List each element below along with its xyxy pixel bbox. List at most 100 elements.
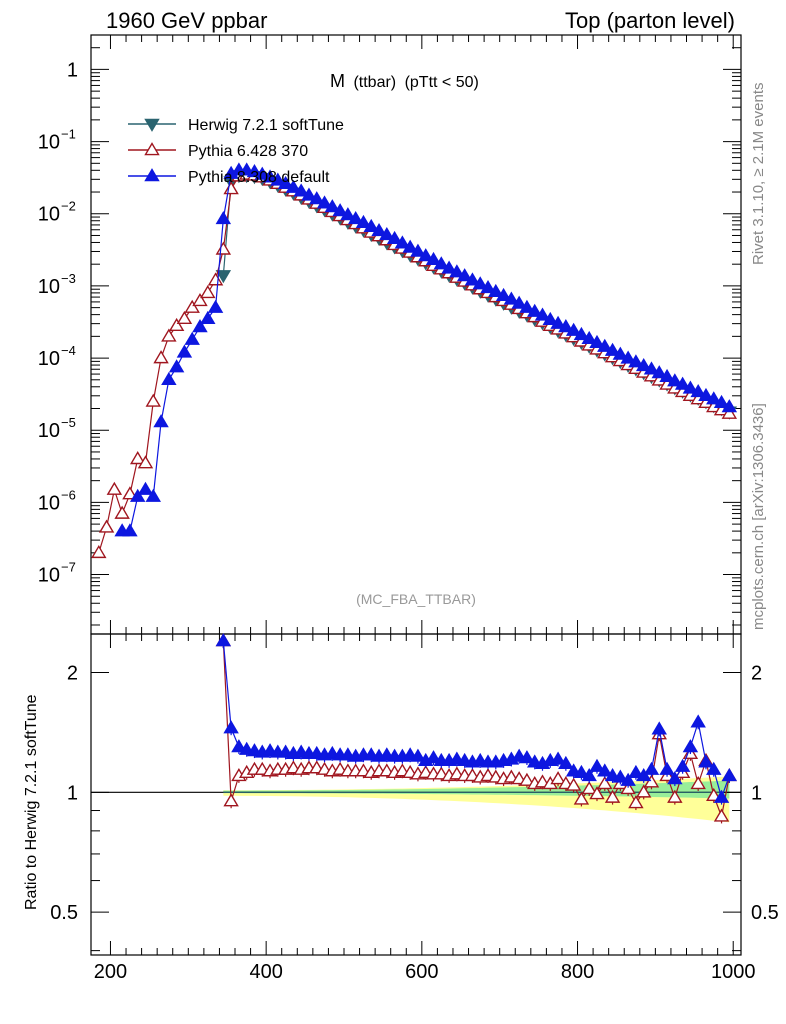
observable-title: M (ttbar) (pTtt < 50) (330, 71, 479, 91)
data-point (597, 338, 613, 352)
data-point (667, 373, 683, 387)
data-point (550, 315, 566, 329)
y-tick-label: 10 (38, 492, 60, 514)
data-point (620, 781, 636, 795)
y-tick-label: 10 (38, 565, 60, 587)
data-point (355, 214, 372, 229)
data-point (153, 350, 169, 364)
data-point (246, 164, 263, 178)
right-title: Top (parton level) (565, 8, 735, 33)
data-point (145, 488, 161, 502)
data-point (410, 748, 426, 762)
data-point (122, 486, 138, 500)
data-point (192, 319, 208, 333)
observable-sub: (ttbar) (353, 74, 396, 91)
x-tick-label: 200 (94, 961, 127, 983)
data-point (573, 764, 590, 778)
data-point (519, 299, 535, 313)
data-point (558, 319, 574, 333)
data-point (91, 544, 107, 559)
series-line (122, 169, 730, 532)
data-point (620, 350, 636, 364)
y-tick-label: 10 (38, 132, 60, 154)
ratio-y-tick-label: 0.5 (751, 902, 779, 924)
y-tick-label: 10 (38, 204, 60, 226)
data-point (262, 169, 278, 183)
y-tick-label: 10 (38, 276, 60, 298)
data-point (604, 789, 621, 803)
data-point (456, 268, 473, 282)
data-point (129, 451, 146, 465)
data-point (106, 481, 123, 495)
data-point (597, 763, 613, 777)
y-tick-exponent: −6 (61, 487, 76, 502)
data-point (534, 307, 551, 321)
y-tick-label: 10 (38, 348, 60, 370)
data-point (698, 387, 714, 402)
legend-entry: Herwig 7.2.1 softTune (188, 117, 344, 134)
data-point (573, 791, 590, 805)
y-tick-exponent: −2 (61, 199, 76, 214)
data-point (604, 342, 621, 356)
data-point (667, 789, 683, 803)
ratio-y-tick-label: 2 (751, 663, 762, 685)
data-point (495, 287, 512, 302)
data-point (215, 270, 232, 284)
data-point (690, 776, 706, 790)
data-point (581, 767, 597, 782)
data-point (589, 786, 605, 800)
data-point (122, 523, 138, 537)
data-point (519, 772, 535, 786)
y-tick-exponent: −3 (61, 271, 76, 286)
data-point (363, 218, 379, 233)
analysis-tag: (MC_FBA_TTBAR) (356, 591, 476, 607)
data-point (659, 761, 675, 775)
data-point (706, 761, 722, 775)
y-tick-exponent: −4 (61, 343, 76, 358)
data-point (635, 784, 652, 798)
ratio-y-tick-label: 1 (67, 782, 78, 804)
data-point (192, 293, 208, 307)
data-point (137, 481, 154, 495)
data-point (394, 235, 411, 249)
observable-cut: (pTtt < 50) (405, 74, 479, 91)
data-point (526, 303, 543, 317)
data-point (433, 256, 450, 270)
data-point (410, 243, 426, 257)
data-point (114, 505, 130, 519)
ratio-frame (90, 633, 742, 956)
data-point (674, 376, 691, 390)
data-point (706, 391, 722, 405)
data-point (324, 199, 341, 213)
data-point (643, 361, 660, 375)
data-point (713, 789, 730, 803)
data-point (721, 767, 738, 782)
data-point (161, 328, 177, 342)
data-point (542, 311, 559, 325)
data-point (721, 399, 738, 413)
data-point (332, 203, 348, 217)
data-point (503, 291, 520, 305)
data-point (581, 781, 597, 795)
data-point (184, 331, 200, 345)
data-point (402, 239, 418, 253)
data-point (674, 758, 691, 772)
data-point (153, 414, 169, 428)
data-point (144, 142, 160, 156)
ratio-ylabel: Ratio to Herwig 7.2.1 softTune (23, 694, 40, 910)
data-point (176, 344, 193, 358)
left-title: 1960 GeV ppbar (106, 8, 267, 33)
y-tick-exponent: −1 (61, 127, 76, 142)
data-point (589, 334, 605, 349)
data-point (488, 283, 504, 297)
data-point (659, 368, 675, 383)
data-point (207, 299, 224, 313)
y-tick-label: 1 (67, 59, 78, 81)
data-point (207, 272, 224, 286)
data-point (581, 330, 597, 345)
data-point (441, 260, 457, 274)
data-point (161, 371, 177, 386)
data-point (667, 771, 683, 785)
series-pythia-8-308-default (215, 633, 738, 805)
